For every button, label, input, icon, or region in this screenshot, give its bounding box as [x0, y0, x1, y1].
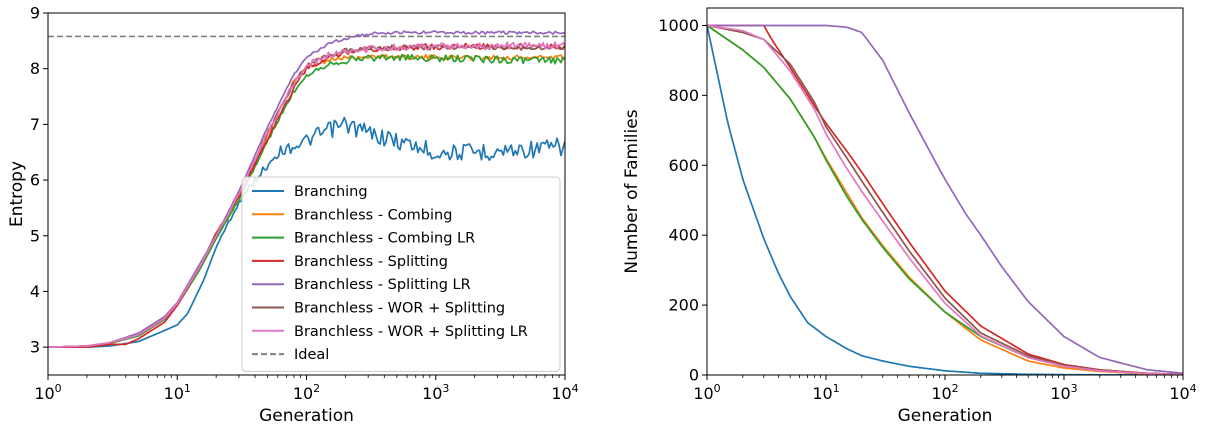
series-line-branchless-combing-lr: [707, 24, 1183, 375]
y-tick-label: 4: [30, 282, 40, 301]
y-tick-label: 7: [30, 115, 40, 134]
y-tick-label: 6: [30, 171, 40, 190]
x-tick-label: 104: [1169, 382, 1196, 403]
legend: Branching Branchless - Combing Branchless …: [241, 176, 561, 372]
legend-label-branchless-combing: Branchless - Combing: [294, 207, 452, 223]
plot-area: [707, 24, 1183, 375]
entropy-chart: 100 101 102 103 104 3 4 5 6 7 8 9 Generation Entropy B…: [7, 4, 579, 427]
legend-label-branching: Branching: [294, 184, 368, 200]
y-tick-label: 9: [30, 4, 40, 23]
legend-label-branchless-wor-splitting-lr: Branchless - WOR + Splitting LR: [294, 324, 528, 340]
series-line-branchless-wor-splitting-lr: [48, 41, 565, 349]
legend-label-ideal: Ideal: [294, 347, 329, 363]
x-tick-label: 102: [931, 382, 958, 403]
y-tick-label: 200: [668, 296, 699, 315]
legend-label-branchless-splitting: Branchless - Splitting: [294, 254, 448, 270]
x-axis-label: Generation: [898, 406, 993, 426]
y-tick-label: 800: [668, 86, 699, 105]
y-tick-label: 3: [30, 338, 40, 357]
series-line-branchless-combing-lr: [48, 53, 565, 349]
x-axis-label: Generation: [259, 406, 354, 426]
y-axis-label: Entropy: [7, 161, 27, 227]
series-line-branching: [707, 25, 1183, 375]
series-line-branching: [48, 116, 565, 349]
series-line-branchless-combing: [707, 24, 1183, 375]
series-line-branchless-splitting: [707, 24, 1183, 375]
y-tick-label: 1000: [658, 16, 699, 35]
x-tick-label: 100: [693, 382, 720, 403]
series-line-branchless-splitting-lr: [48, 30, 565, 349]
x-tick-label: 101: [164, 382, 191, 403]
series-line-branchless-wor-splitting: [707, 24, 1183, 375]
legend-label-branchless-combing-lr: Branchless - Combing LR: [294, 231, 475, 247]
legend-label-branchless-wor-splitting: Branchless - WOR + Splitting: [294, 301, 505, 317]
y-tick-label: 5: [30, 226, 40, 245]
plot-frame: [706, 7, 1184, 376]
series-line-branchless-wor-splitting-lr: [707, 24, 1183, 375]
x-tick-label: 103: [422, 382, 449, 403]
legend-label-branchless-splitting-lr: Branchless - Splitting LR: [294, 277, 471, 293]
x-tick-label: 103: [1050, 382, 1077, 403]
y-tick-label: 0: [689, 366, 699, 385]
y-tick-label: 8: [30, 59, 40, 78]
x-tick-label: 101: [812, 382, 839, 403]
y-axis-label: Number of Families: [622, 109, 642, 273]
series-line-branchless-splitting-lr: [707, 24, 1183, 375]
x-tick-label: 102: [293, 382, 320, 403]
y-tick-label: 600: [668, 156, 699, 175]
families-chart: 100 101 102 103 104 0 200 400 600 800 1000 Generati…: [622, 7, 1197, 426]
plot-area: [48, 30, 565, 349]
y-tick-label: 400: [668, 226, 699, 245]
x-tick-label: 100: [34, 382, 61, 403]
x-tick-label: 104: [551, 382, 578, 403]
legend-box: [241, 176, 561, 372]
